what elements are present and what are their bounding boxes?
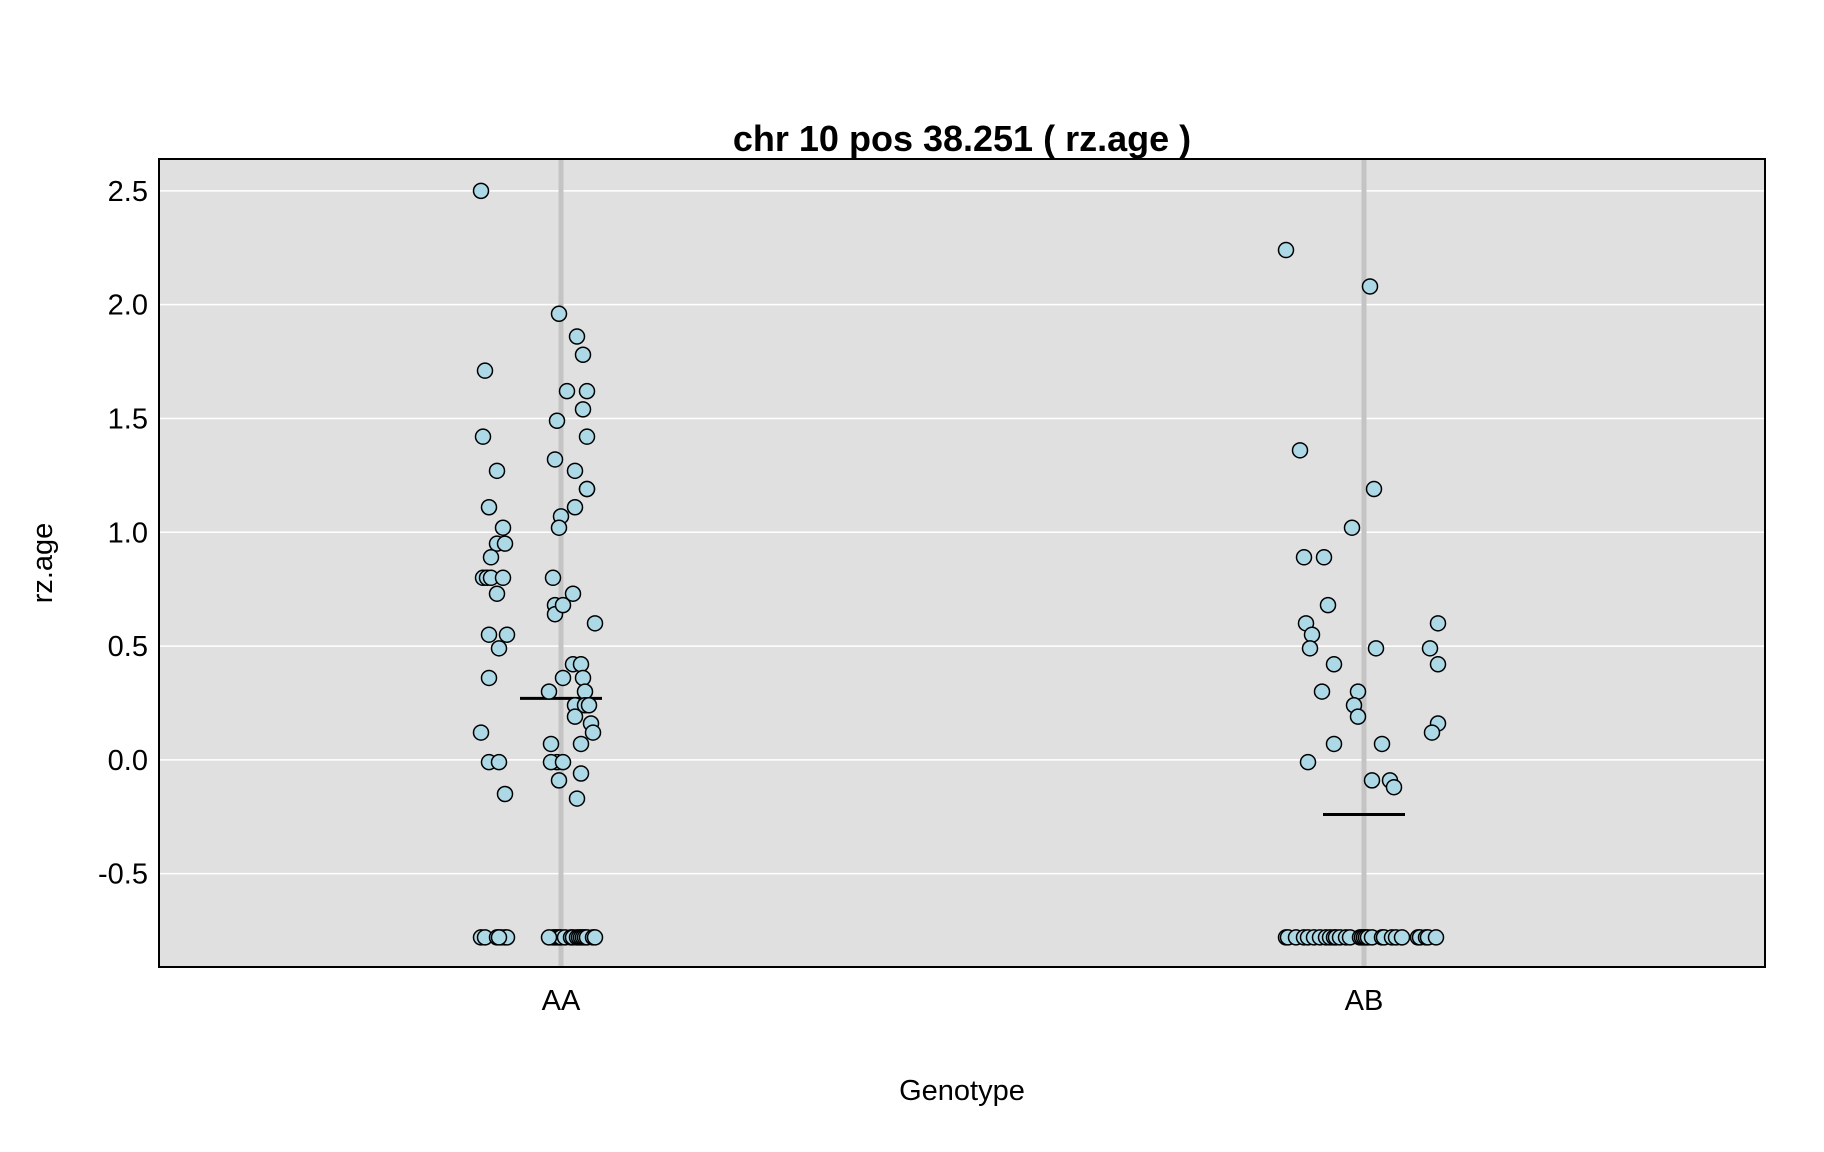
data-point [558, 382, 576, 400]
data-point [572, 765, 590, 782]
data-point [1295, 549, 1313, 566]
data-point [488, 462, 506, 480]
y-tick-label: 0.0 [108, 745, 148, 777]
y-tick-label: 0.5 [108, 631, 148, 663]
data-point [540, 683, 558, 700]
data-point [578, 480, 596, 498]
y-tick-label: -0.5 [98, 859, 148, 891]
data-point [1373, 735, 1391, 753]
y-axis-ticks: -0.5 0.0 0.5 1.0 1.5 2.0 2.5 [98, 176, 148, 891]
data-point [584, 724, 602, 741]
data-point [550, 305, 568, 323]
data-point [480, 669, 498, 687]
data-point [494, 569, 512, 587]
data-point [1303, 626, 1321, 643]
y-tick-label: 2.5 [108, 176, 148, 208]
data-point [498, 626, 516, 643]
data-point [496, 785, 514, 803]
data-point [496, 535, 514, 552]
grid-lines [159, 190, 1765, 875]
data-point [550, 772, 568, 789]
data-point [574, 346, 592, 363]
data-point [476, 362, 494, 379]
data-point [1367, 640, 1385, 657]
chart-title: chr 10 pos 38.251 ( rz.age ) [733, 118, 1191, 159]
data-point [1361, 278, 1379, 295]
category-lines [558, 159, 1367, 967]
data-point [1325, 656, 1343, 673]
y-tick-label: 2.0 [108, 290, 148, 322]
data-point [554, 669, 572, 687]
data-point [488, 585, 506, 602]
data-point [568, 328, 586, 345]
data-point [1349, 708, 1367, 725]
data-point [472, 182, 490, 200]
data-point [550, 519, 568, 536]
data-point [578, 382, 596, 400]
data-point [1343, 519, 1361, 536]
data-point [480, 626, 498, 643]
data-point [1313, 683, 1331, 700]
data-point [572, 656, 590, 673]
data-point [542, 735, 560, 753]
data-point [1315, 549, 1333, 566]
data-point [1363, 772, 1381, 789]
data-point [1365, 480, 1383, 498]
data-point [554, 753, 572, 771]
x-tick-label: AA [542, 985, 581, 1017]
data-point [1325, 735, 1343, 753]
y-tick-label: 1.5 [108, 403, 148, 435]
data-point [544, 569, 562, 587]
x-axis-ticks: AA AB [542, 985, 1384, 1017]
data-point [490, 640, 508, 657]
y-axis-label: rz.age [27, 523, 59, 604]
data-point [490, 753, 508, 771]
data-point [1291, 442, 1309, 459]
data-point [480, 498, 498, 516]
plot-frame [158, 158, 1766, 968]
data-point [576, 683, 594, 700]
data-point [586, 929, 604, 946]
data-point [1393, 929, 1411, 946]
data-point [554, 596, 572, 614]
data-point [1429, 615, 1447, 632]
data-point [546, 451, 564, 468]
data-point [578, 428, 596, 445]
data-point [564, 585, 582, 602]
data-point [580, 697, 598, 714]
data-point [566, 462, 584, 480]
data-point [1349, 683, 1367, 700]
data-point [566, 708, 584, 725]
data-point [1277, 241, 1295, 259]
data-point [1299, 753, 1317, 771]
data-point [1301, 640, 1319, 657]
data-point [574, 669, 592, 687]
data-point [482, 549, 500, 566]
data-point [568, 790, 586, 807]
y-tick-label: 1.0 [108, 517, 148, 549]
data-point [474, 428, 492, 445]
data-point [548, 412, 566, 429]
data-point [1429, 656, 1447, 673]
data-points [472, 182, 1447, 946]
data-point [490, 929, 508, 946]
data-point [1421, 640, 1439, 657]
data-point [1319, 596, 1337, 614]
data-point [494, 519, 512, 536]
data-point [572, 735, 590, 753]
data-point [1423, 724, 1441, 741]
plot-background [159, 159, 1765, 967]
data-point [574, 401, 592, 418]
data-point [1427, 929, 1445, 946]
data-point [540, 929, 558, 946]
data-point [1385, 778, 1403, 796]
data-point [566, 498, 584, 516]
x-axis-label: Genotype [899, 1075, 1025, 1107]
data-point [472, 724, 490, 741]
data-point [586, 615, 604, 632]
x-tick-label: AB [1345, 985, 1384, 1017]
